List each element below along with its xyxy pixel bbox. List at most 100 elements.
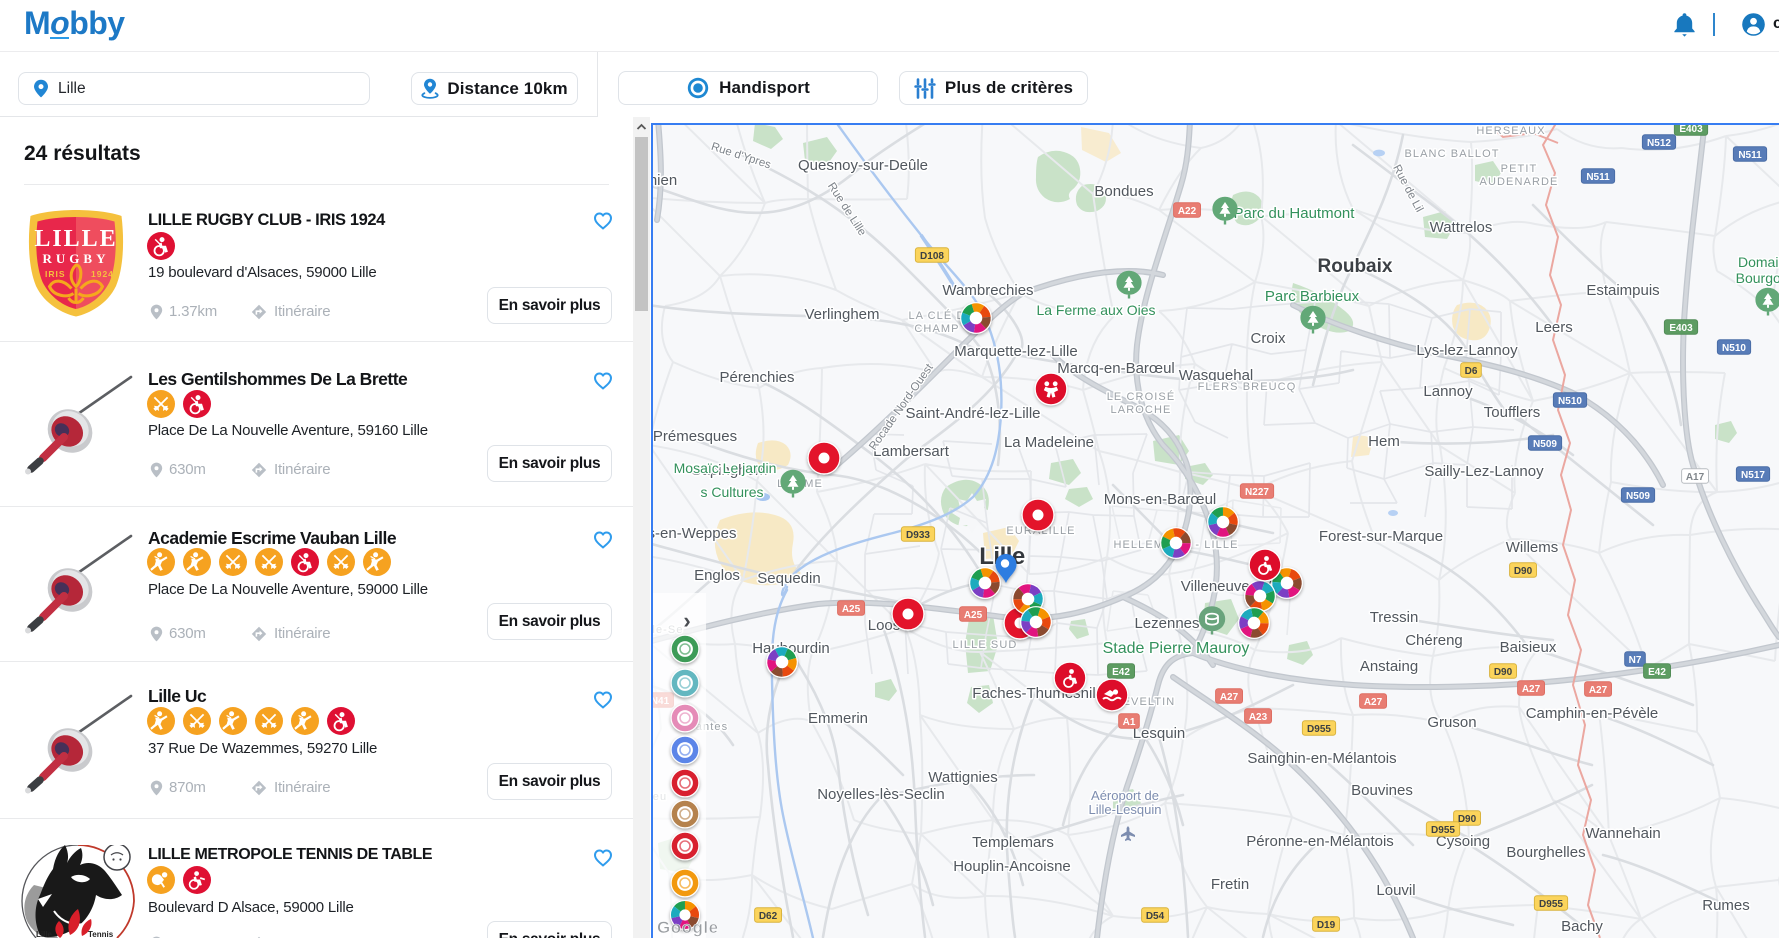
svg-text:A22: A22 bbox=[1178, 206, 1197, 217]
svg-text:Roubaix: Roubaix bbox=[1318, 256, 1393, 277]
svg-text:Aéroport de: Aéroport de bbox=[1091, 788, 1159, 803]
svg-text:D955: D955 bbox=[1307, 724, 1331, 735]
svg-text:A27: A27 bbox=[1220, 692, 1239, 703]
svg-text:LAROCHE: LAROCHE bbox=[1111, 404, 1172, 416]
svg-text:Marquette-lez-Lille: Marquette-lez-Lille bbox=[954, 343, 1077, 360]
svg-text:Domaine: Domaine bbox=[1738, 254, 1779, 270]
svg-text:E403: E403 bbox=[1679, 125, 1703, 135]
svg-text:N7: N7 bbox=[1629, 655, 1642, 666]
svg-text:s-en-Weppes: s-en-Weppes bbox=[653, 525, 736, 542]
svg-text:1924: 1924 bbox=[91, 269, 114, 279]
svg-text:Marcq-en-Barœul: Marcq-en-Barœul bbox=[1057, 360, 1175, 377]
svg-text:Bouvines: Bouvines bbox=[1351, 782, 1413, 799]
svg-text:Baisieux: Baisieux bbox=[1500, 639, 1557, 656]
svg-text:La Ferme aux Oies: La Ferme aux Oies bbox=[1036, 302, 1155, 318]
svg-text:D54: D54 bbox=[1146, 911, 1165, 922]
svg-text:Google: Google bbox=[657, 918, 719, 937]
svg-text:Lesquin: Lesquin bbox=[1133, 725, 1186, 742]
svg-text:EVELTIN: EVELTIN bbox=[1123, 696, 1176, 708]
svg-text:Mons-en-Barœul: Mons-en-Barœul bbox=[1104, 491, 1217, 508]
svg-text:N512: N512 bbox=[1647, 138, 1671, 149]
svg-text:A23: A23 bbox=[1249, 712, 1268, 723]
svg-text:D19: D19 bbox=[1317, 920, 1336, 931]
svg-text:Wattignies: Wattignies bbox=[928, 769, 997, 786]
svg-text:Wambrechies: Wambrechies bbox=[942, 282, 1033, 299]
svg-text:D933: D933 bbox=[906, 530, 930, 541]
svg-text:Parc Barbieux: Parc Barbieux bbox=[1265, 288, 1360, 305]
svg-text:Lannoy: Lannoy bbox=[1423, 383, 1473, 400]
svg-text:N511: N511 bbox=[1738, 150, 1762, 161]
svg-text:E42: E42 bbox=[1112, 667, 1130, 678]
svg-text:D90: D90 bbox=[1494, 667, 1513, 678]
svg-text:D90: D90 bbox=[1514, 566, 1533, 577]
svg-text:A25: A25 bbox=[842, 604, 861, 615]
svg-text:Bachy: Bachy bbox=[1561, 918, 1603, 935]
svg-text:Wattrelos: Wattrelos bbox=[1430, 219, 1493, 236]
svg-text:Verlinghem: Verlinghem bbox=[804, 306, 879, 323]
svg-text:Noyelles-lès-Seclin: Noyelles-lès-Seclin bbox=[817, 786, 945, 803]
svg-text:Hem: Hem bbox=[1368, 433, 1400, 450]
svg-text:Leers: Leers bbox=[1535, 319, 1573, 336]
svg-text:Tennis: Tennis bbox=[88, 930, 114, 938]
svg-text:Houplin-Ancoisne: Houplin-Ancoisne bbox=[953, 858, 1071, 875]
svg-text:D90: D90 bbox=[1458, 814, 1477, 825]
svg-text:Cysoing: Cysoing bbox=[1436, 833, 1490, 850]
svg-text:Camphin-en-Pévèle: Camphin-en-Pévèle bbox=[1526, 705, 1659, 722]
svg-text:D6: D6 bbox=[1465, 366, 1478, 377]
svg-text:Saint-André-lez-Lille: Saint-André-lez-Lille bbox=[905, 405, 1040, 422]
svg-text:Willems: Willems bbox=[1506, 539, 1559, 556]
svg-text:LILLE SUD: LILLE SUD bbox=[953, 639, 1018, 651]
svg-text:D955: D955 bbox=[1431, 825, 1455, 836]
svg-text:D62: D62 bbox=[759, 911, 778, 922]
svg-text:FLERS BREUCQ: FLERS BREUCQ bbox=[1198, 381, 1297, 393]
svg-text:Lys-lez-Lannoy: Lys-lez-Lannoy bbox=[1416, 342, 1518, 359]
svg-text:Fretin: Fretin bbox=[1211, 876, 1249, 893]
svg-text:Louvil: Louvil bbox=[1376, 882, 1415, 899]
svg-text:hien: hien bbox=[653, 172, 677, 189]
svg-text:N227: N227 bbox=[1245, 487, 1269, 498]
svg-text:A1: A1 bbox=[1123, 717, 1136, 728]
svg-text:N510: N510 bbox=[1558, 396, 1582, 407]
svg-text:Englos: Englos bbox=[694, 567, 740, 584]
svg-text:HERSEAUX: HERSEAUX bbox=[1476, 125, 1545, 137]
svg-text:A25: A25 bbox=[964, 610, 983, 621]
svg-text:Sailly-Lez-Lannoy: Sailly-Lez-Lannoy bbox=[1424, 463, 1544, 480]
svg-text:Templemars: Templemars bbox=[972, 834, 1054, 851]
svg-text:IRIS: IRIS bbox=[45, 269, 66, 279]
svg-text:A27: A27 bbox=[1589, 685, 1608, 696]
svg-text:Lezennes: Lezennes bbox=[1134, 615, 1199, 632]
svg-text:Quesnoy-sur-Deûle: Quesnoy-sur-Deûle bbox=[798, 157, 928, 174]
svg-text:PETIT: PETIT bbox=[1501, 163, 1538, 175]
svg-text:›: › bbox=[683, 608, 690, 633]
svg-text:N510: N510 bbox=[1722, 343, 1746, 354]
svg-text:La Madeleine: La Madeleine bbox=[1004, 434, 1094, 451]
svg-text:Emmerin: Emmerin bbox=[808, 710, 868, 727]
svg-text:Chéreng: Chéreng bbox=[1405, 632, 1463, 649]
svg-text:D955: D955 bbox=[1539, 899, 1563, 910]
svg-text:Lambersart: Lambersart bbox=[873, 443, 950, 460]
svg-text:BLANC BALLOT: BLANC BALLOT bbox=[1404, 148, 1499, 160]
svg-text:Péronne-en-Mélantois: Péronne-en-Mélantois bbox=[1246, 833, 1394, 850]
svg-text:LA CLÉ D: LA CLÉ D bbox=[908, 309, 965, 322]
svg-text:CHAMP: CHAMP bbox=[914, 323, 959, 335]
svg-text:A27: A27 bbox=[1364, 697, 1383, 708]
svg-text:Wasquehal: Wasquehal bbox=[1179, 367, 1254, 384]
svg-text:RUGBY: RUGBY bbox=[43, 251, 110, 266]
svg-text:Sainghin-en-Mélantois: Sainghin-en-Mélantois bbox=[1247, 750, 1396, 767]
svg-text:Bourghelles: Bourghelles bbox=[1506, 844, 1585, 861]
svg-text:Wannehain: Wannehain bbox=[1585, 825, 1660, 842]
svg-text:Mosaïc Le jardin: Mosaïc Le jardin bbox=[674, 460, 777, 476]
svg-text:Bondues: Bondues bbox=[1094, 183, 1153, 200]
svg-text:N511: N511 bbox=[1586, 172, 1610, 183]
svg-text:Sequedin: Sequedin bbox=[757, 570, 820, 587]
svg-text:LE CROISÉ: LE CROISÉ bbox=[1107, 390, 1176, 403]
svg-text:Parc du Hautmont: Parc du Hautmont bbox=[1234, 205, 1356, 222]
svg-text:D108: D108 bbox=[920, 251, 944, 262]
svg-text:LILLE: LILLE bbox=[34, 226, 117, 252]
svg-text:N509: N509 bbox=[1626, 491, 1650, 502]
svg-text:Stade Pierre Mauroy: Stade Pierre Mauroy bbox=[1103, 640, 1250, 657]
svg-text:N509: N509 bbox=[1533, 439, 1557, 450]
svg-text:Rumes: Rumes bbox=[1702, 897, 1750, 914]
svg-text:Pérenchies: Pérenchies bbox=[719, 369, 794, 386]
svg-text:Bourgogn: Bourgogn bbox=[1736, 270, 1779, 286]
